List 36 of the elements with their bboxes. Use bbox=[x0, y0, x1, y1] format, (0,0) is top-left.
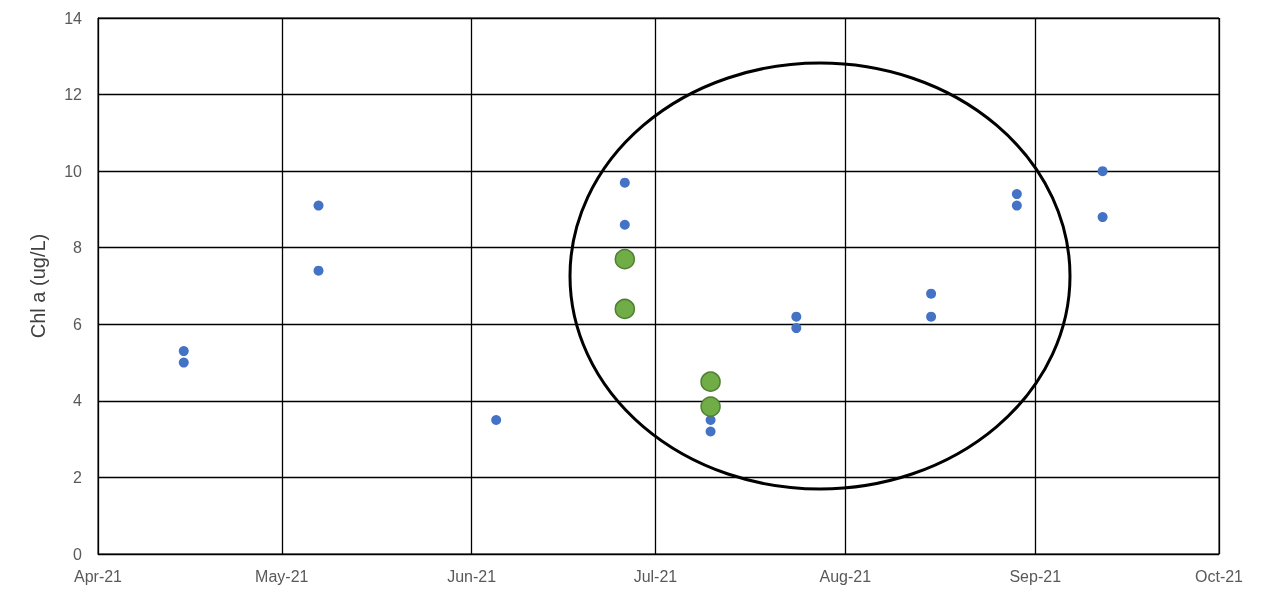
y-tick-label: 6 bbox=[73, 315, 83, 333]
point bbox=[313, 265, 324, 276]
x-tick-label: Oct-21 bbox=[1194, 567, 1244, 585]
x-tick-label: Apr-21 bbox=[73, 567, 123, 585]
point bbox=[1097, 212, 1108, 223]
point bbox=[926, 311, 937, 322]
point bbox=[1097, 166, 1108, 177]
point bbox=[614, 298, 636, 320]
point bbox=[926, 288, 937, 299]
point bbox=[619, 219, 630, 230]
point bbox=[791, 311, 802, 322]
y-tick-label: 8 bbox=[73, 239, 83, 257]
point bbox=[1011, 200, 1022, 211]
y-tick-label: 12 bbox=[64, 86, 83, 104]
point bbox=[178, 357, 189, 368]
point bbox=[700, 396, 721, 417]
y-axis-title: Chl a (ug/L) bbox=[27, 233, 49, 339]
x-tick-label: Sep-21 bbox=[1009, 567, 1062, 585]
point bbox=[619, 177, 630, 188]
point bbox=[700, 371, 721, 392]
x-tick-label: Jul-21 bbox=[633, 567, 678, 585]
y-tick-label: 2 bbox=[73, 468, 83, 486]
y-tick-label: 0 bbox=[73, 545, 83, 563]
x-tick-label: Aug-21 bbox=[819, 567, 872, 585]
point bbox=[614, 248, 636, 270]
x-tick-label: May-21 bbox=[255, 567, 309, 585]
y-tick-label: 10 bbox=[64, 162, 83, 180]
point bbox=[1011, 189, 1022, 200]
y-tick-label: 14 bbox=[64, 9, 83, 27]
point bbox=[491, 415, 502, 425]
point bbox=[705, 426, 716, 437]
point bbox=[313, 200, 324, 211]
y-tick-label: 4 bbox=[73, 392, 83, 410]
point bbox=[791, 323, 802, 334]
x-tick-label: Jun-21 bbox=[447, 567, 497, 585]
point bbox=[178, 346, 189, 357]
